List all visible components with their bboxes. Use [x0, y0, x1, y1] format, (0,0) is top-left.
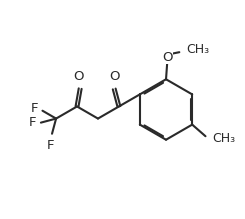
Text: O: O — [74, 70, 84, 83]
Text: O: O — [162, 51, 172, 64]
Text: O: O — [110, 70, 120, 83]
Text: F: F — [46, 139, 54, 152]
Text: F: F — [29, 116, 36, 129]
Text: CH₃: CH₃ — [186, 42, 209, 56]
Text: CH₃: CH₃ — [212, 132, 235, 145]
Text: F: F — [31, 102, 38, 115]
